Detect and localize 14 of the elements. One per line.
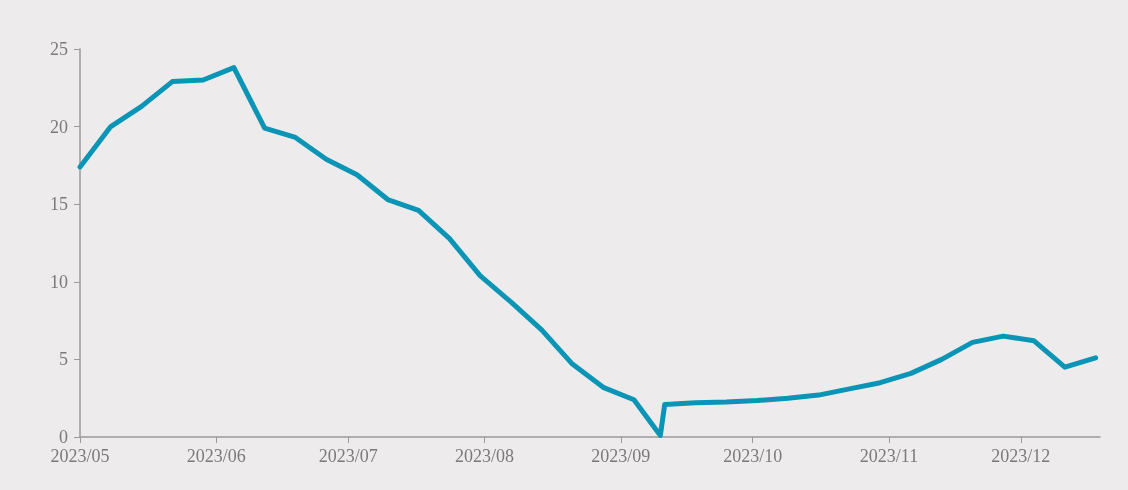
x-tick-label: 2023/05 — [50, 446, 110, 466]
x-tick-label: 2023/08 — [454, 446, 514, 466]
y-tick-label: 25 — [50, 39, 68, 59]
x-tick-label: 2023/06 — [186, 446, 246, 466]
y-tick-label: 15 — [50, 194, 68, 215]
x-tick-label: 2023/09 — [591, 446, 651, 466]
y-tick-label: 5 — [59, 349, 68, 370]
y-tick-label: 20 — [50, 116, 68, 137]
x-tick-label: 2023/12 — [991, 446, 1051, 466]
y-tick-label: 0 — [59, 427, 68, 447]
x-tick-label: 2023/11 — [859, 446, 919, 466]
y-tick-label: 10 — [50, 271, 68, 292]
x-tick-label: 2023/10 — [723, 446, 783, 466]
x-tick-label: 2023/07 — [318, 446, 378, 466]
